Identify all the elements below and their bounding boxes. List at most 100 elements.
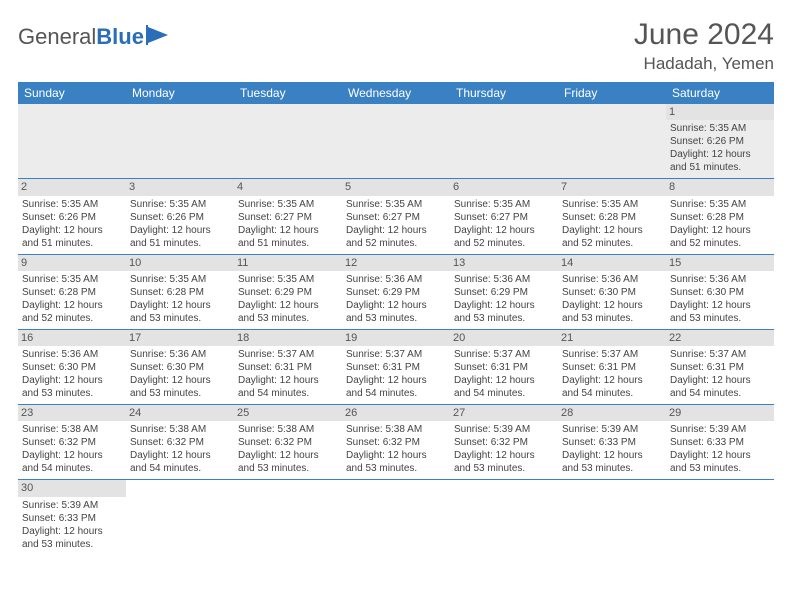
day-info-line: Sunset: 6:30 PM (562, 286, 662, 299)
calendar-cell (666, 480, 774, 555)
calendar-cell (234, 480, 342, 555)
weekday-header: Thursday (450, 82, 558, 104)
title-block: June 2024 Hadadah, Yemen (634, 18, 774, 74)
calendar-cell: 24Sunrise: 5:38 AMSunset: 6:32 PMDayligh… (126, 405, 234, 480)
day-info-line: Sunset: 6:26 PM (670, 135, 770, 148)
logo-text-gray: General (18, 24, 96, 49)
day-number: 27 (450, 405, 558, 421)
day-info-line: Sunset: 6:27 PM (346, 211, 446, 224)
day-info-line: and 53 minutes. (670, 312, 770, 325)
day-info-line: Daylight: 12 hours (454, 224, 554, 237)
day-info-line: Sunrise: 5:35 AM (346, 198, 446, 211)
calendar-cell: 28Sunrise: 5:39 AMSunset: 6:33 PMDayligh… (558, 405, 666, 480)
location: Hadadah, Yemen (634, 54, 774, 74)
day-number: 17 (126, 330, 234, 346)
day-info-line: Daylight: 12 hours (454, 299, 554, 312)
logo: GeneralBlue (18, 24, 172, 50)
day-info-line: Daylight: 12 hours (22, 449, 122, 462)
day-info-line: Daylight: 12 hours (130, 449, 230, 462)
calendar-cell: 25Sunrise: 5:38 AMSunset: 6:32 PMDayligh… (234, 405, 342, 480)
day-info-line: Daylight: 12 hours (22, 224, 122, 237)
day-info-line: Sunrise: 5:39 AM (562, 423, 662, 436)
day-info-line: Sunrise: 5:35 AM (670, 198, 770, 211)
calendar-cell: 27Sunrise: 5:39 AMSunset: 6:32 PMDayligh… (450, 405, 558, 480)
day-info-line: Sunset: 6:30 PM (670, 286, 770, 299)
day-info-line: Sunrise: 5:35 AM (562, 198, 662, 211)
day-info-line: Sunrise: 5:39 AM (670, 423, 770, 436)
day-number: 9 (18, 255, 126, 271)
calendar-cell: 6Sunrise: 5:35 AMSunset: 6:27 PMDaylight… (450, 179, 558, 254)
day-info-line: Daylight: 12 hours (670, 148, 770, 161)
calendar-cell: 23 Sunrise: 5:38 AMSunset: 6:32 PMDayligh… (18, 405, 126, 480)
day-info-line: and 53 minutes. (346, 462, 446, 475)
day-info-line: Sunrise: 5:35 AM (238, 198, 338, 211)
day-info-line: and 52 minutes. (346, 237, 446, 250)
day-number: 6 (450, 179, 558, 195)
day-info-line: Sunrise: 5:35 AM (454, 198, 554, 211)
calendar-cell: 17Sunrise: 5:36 AMSunset: 6:30 PMDayligh… (126, 329, 234, 404)
calendar-cell: 29Sunrise: 5:39 AMSunset: 6:33 PMDayligh… (666, 405, 774, 480)
day-info-line: and 53 minutes. (238, 462, 338, 475)
day-number: 23 (18, 405, 126, 421)
day-number: 5 (342, 179, 450, 195)
day-info-line: Sunrise: 5:35 AM (22, 273, 122, 286)
calendar-cell: 10Sunrise: 5:35 AMSunset: 6:28 PMDayligh… (126, 254, 234, 329)
calendar-cell: 12Sunrise: 5:36 AMSunset: 6:29 PMDayligh… (342, 254, 450, 329)
day-number: 16 (18, 330, 126, 346)
calendar-cell: 21Sunrise: 5:37 AMSunset: 6:31 PMDayligh… (558, 329, 666, 404)
day-info-line: Daylight: 12 hours (670, 224, 770, 237)
day-info-line: Sunset: 6:31 PM (238, 361, 338, 374)
calendar-cell: 19Sunrise: 5:37 AMSunset: 6:31 PMDayligh… (342, 329, 450, 404)
calendar-cell: 8Sunrise: 5:35 AMSunset: 6:28 PMDaylight… (666, 179, 774, 254)
calendar-cell (126, 104, 234, 179)
day-info-line: Sunrise: 5:36 AM (454, 273, 554, 286)
day-info-line: Sunrise: 5:36 AM (130, 348, 230, 361)
day-info-line: Sunset: 6:32 PM (238, 436, 338, 449)
day-info-line: Sunset: 6:29 PM (454, 286, 554, 299)
calendar-row: 23Sunrise: 5:38 AMSunset: 6:32 PMDayligh… (18, 405, 774, 480)
day-info-line: and 53 minutes. (454, 312, 554, 325)
calendar-cell: 9Sunrise: 5:35 AMSunset: 6:28 PMDaylight… (18, 254, 126, 329)
day-number: 3 (126, 179, 234, 195)
day-info-line: Sunset: 6:32 PM (346, 436, 446, 449)
day-info-line: Daylight: 12 hours (238, 374, 338, 387)
day-info-line: Sunrise: 5:35 AM (22, 198, 122, 211)
calendar-cell: 26Sunrise: 5:38 AMSunset: 6:32 PMDayligh… (342, 405, 450, 480)
day-info-line: Sunrise: 5:36 AM (670, 273, 770, 286)
calendar-cell (234, 104, 342, 179)
day-info-line: Sunset: 6:31 PM (454, 361, 554, 374)
day-info-line: Sunset: 6:32 PM (454, 436, 554, 449)
day-info-line: Sunset: 6:28 PM (562, 211, 662, 224)
day-info-line: and 52 minutes. (454, 237, 554, 250)
day-info-line: and 54 minutes. (670, 387, 770, 400)
day-info-line: Sunrise: 5:35 AM (130, 198, 230, 211)
calendar-cell: 20Sunrise: 5:37 AMSunset: 6:31 PMDayligh… (450, 329, 558, 404)
day-info-line: and 54 minutes. (238, 387, 338, 400)
day-info-line: Daylight: 12 hours (130, 374, 230, 387)
flag-icon (146, 25, 172, 50)
calendar-cell: 14Sunrise: 5:36 AMSunset: 6:30 PMDayligh… (558, 254, 666, 329)
day-info-line: and 53 minutes. (454, 462, 554, 475)
day-number: 1 (666, 104, 774, 120)
day-info-line: Sunset: 6:32 PM (22, 436, 122, 449)
day-number: 11 (234, 255, 342, 271)
calendar-row: 30Sunrise: 5:39 AMSunset: 6:33 PMDayligh… (18, 480, 774, 555)
day-info-line: Sunrise: 5:38 AM (22, 423, 122, 436)
calendar-cell: 30Sunrise: 5:39 AMSunset: 6:33 PMDayligh… (18, 480, 126, 555)
day-info-line: Sunset: 6:33 PM (22, 512, 122, 525)
calendar-cell: 13Sunrise: 5:36 AMSunset: 6:29 PMDayligh… (450, 254, 558, 329)
weekday-header: Wednesday (342, 82, 450, 104)
calendar-cell (450, 480, 558, 555)
calendar-cell (558, 104, 666, 179)
day-info-line: and 51 minutes. (22, 237, 122, 250)
day-info-line: Sunrise: 5:39 AM (454, 423, 554, 436)
day-info-line: Sunrise: 5:37 AM (562, 348, 662, 361)
day-info-line: and 54 minutes. (130, 462, 230, 475)
day-number: 21 (558, 330, 666, 346)
day-info-line: Sunrise: 5:35 AM (670, 122, 770, 135)
weekday-header: Tuesday (234, 82, 342, 104)
day-number: 7 (558, 179, 666, 195)
calendar-row: 1 Sunrise: 5:35 AMSunset: 6:26 PMDaylight… (18, 104, 774, 179)
day-info-line: Daylight: 12 hours (130, 299, 230, 312)
calendar-cell: 3Sunrise: 5:35 AMSunset: 6:26 PMDaylight… (126, 179, 234, 254)
